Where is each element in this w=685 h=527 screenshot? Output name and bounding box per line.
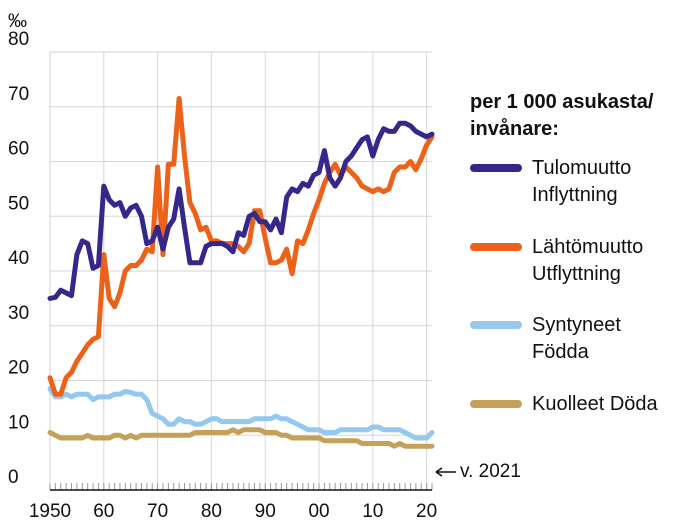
x-tick-label: 80 [201,501,222,522]
series-line [47,386,435,441]
x-tick-label: 90 [255,501,276,522]
y-tick-label: 60 [8,139,29,160]
x-tick-label: 60 [93,501,114,522]
legend-swatch [470,242,522,251]
y-unit: ‰ [8,11,27,32]
legend-label: Syntyneet Födda [532,314,621,363]
y-tick-label: 30 [8,303,29,324]
x-tick-label: 70 [147,501,168,522]
series-line [47,427,435,449]
series-line [47,96,435,397]
legend-swatch [470,399,522,408]
legend-swatch [470,321,522,329]
y-tick-label: 20 [8,358,29,379]
legend-label: Kuolleet Döda [532,392,658,415]
legend-swatch [470,164,522,172]
x-tick-label: 1950 [29,501,71,522]
y-tick-label: 0 [8,467,19,488]
x-tick-label: 00 [308,501,329,522]
legend-label: Tulomuutto Inflyttning [532,157,632,206]
y-tick-label: 70 [8,84,29,105]
x-tick-label: 10 [362,501,383,522]
annotation: v. 2021 [460,461,521,482]
y-tick-label: 80 [8,29,29,50]
y-tick-label: 40 [8,248,29,269]
y-tick-label: 50 [8,193,29,214]
annotation-arrowhead [435,467,443,477]
x-tick-label: 20 [416,501,437,522]
series-line [47,120,435,301]
y-tick-label: 10 [8,412,29,433]
legend-label: Lähtömuutto Utflyttning [532,235,644,285]
legend-title: per 1 000 asukasta/ invånare: [470,91,654,140]
